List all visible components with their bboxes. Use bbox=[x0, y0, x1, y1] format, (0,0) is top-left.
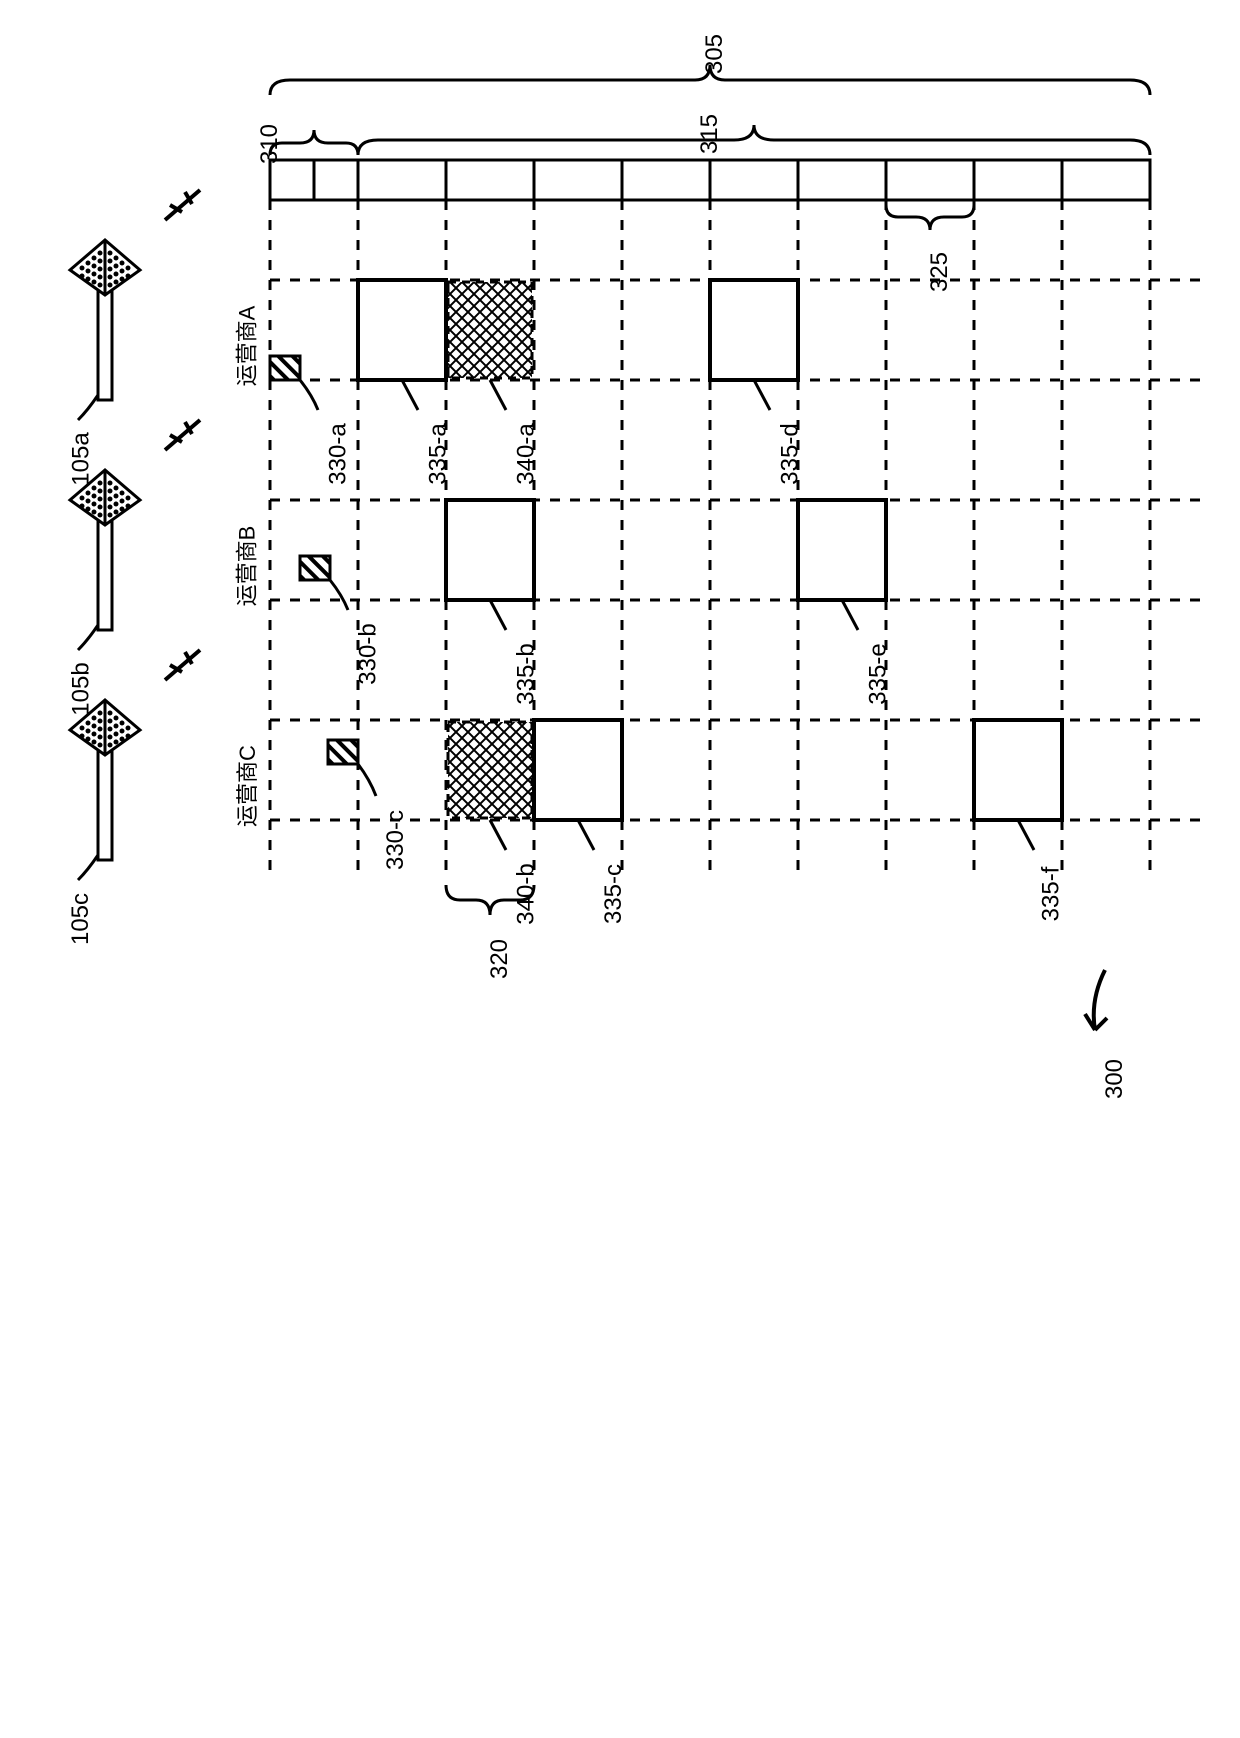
brace-325 bbox=[886, 205, 974, 230]
label-335-b: 335-b bbox=[513, 643, 541, 704]
label-op-a: 运营商A bbox=[229, 306, 261, 387]
label-340-b: 340-b bbox=[513, 863, 541, 924]
block-330-b bbox=[300, 556, 330, 580]
label-300: 300 bbox=[1101, 1059, 1129, 1099]
label-op-c: 运营商C bbox=[230, 745, 262, 827]
block-335-e bbox=[798, 500, 886, 600]
tower-a bbox=[70, 190, 200, 420]
block-330-c bbox=[328, 740, 358, 764]
brace-315 bbox=[358, 125, 1150, 155]
slot-grid bbox=[270, 160, 1150, 200]
block-335-f bbox=[974, 720, 1062, 820]
block-340-a bbox=[448, 282, 532, 378]
label-105a: 105a bbox=[68, 432, 96, 485]
label-330-b: 330-b bbox=[355, 623, 383, 684]
label-op-b: 运营商B bbox=[229, 526, 261, 607]
label-330-c: 330-c bbox=[382, 810, 410, 870]
label-330-a: 330-a bbox=[325, 423, 353, 484]
label-325: 325 bbox=[926, 252, 954, 292]
figure-arrow bbox=[1085, 970, 1107, 1030]
row-c bbox=[328, 720, 1062, 850]
label-315: 315 bbox=[696, 114, 724, 154]
label-105b: 105b bbox=[68, 662, 96, 715]
label-320: 320 bbox=[486, 939, 514, 979]
label-305: 305 bbox=[701, 34, 729, 74]
label-335-e: 335-e bbox=[865, 643, 893, 704]
label-340-a: 340-a bbox=[513, 423, 541, 484]
label-335-f: 335-f bbox=[1037, 867, 1065, 922]
block-335-c bbox=[534, 720, 622, 820]
block-340-b bbox=[448, 722, 532, 818]
block-330-a bbox=[270, 356, 300, 380]
label-335-a: 335-a bbox=[425, 423, 453, 484]
block-335-a bbox=[358, 280, 446, 380]
label-335-c: 335-c bbox=[600, 864, 628, 924]
row-b bbox=[300, 500, 886, 630]
label-335-d: 335-d bbox=[777, 423, 805, 484]
label-310: 310 bbox=[256, 124, 284, 164]
label-105c: 105c bbox=[67, 893, 95, 945]
block-335-b bbox=[446, 500, 534, 600]
block-335-d bbox=[710, 280, 798, 380]
